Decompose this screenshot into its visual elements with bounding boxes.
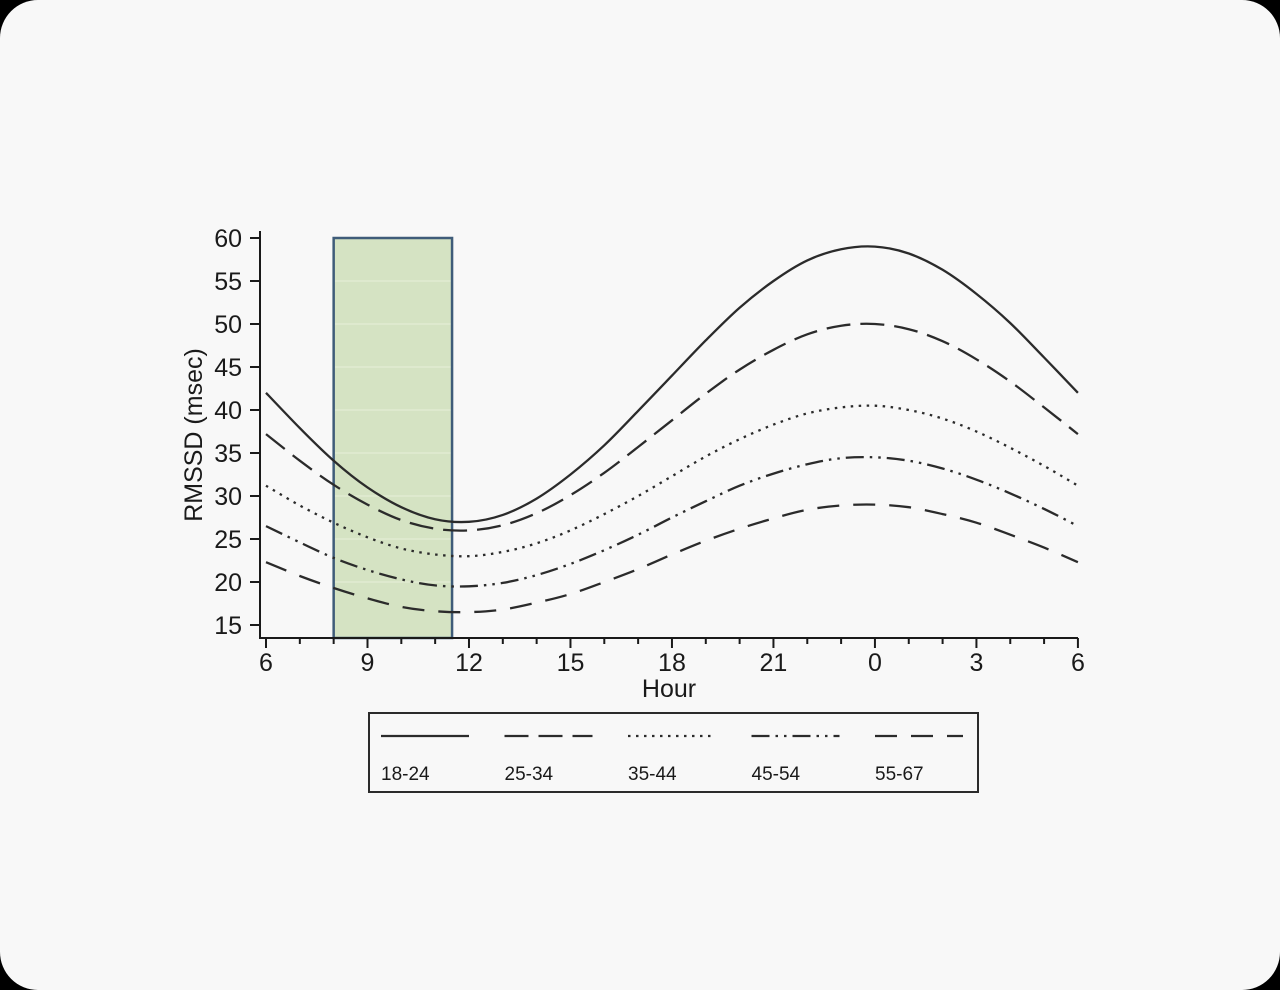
x-tick-label: 9 (361, 649, 375, 677)
x-tick-label: 18 (658, 649, 686, 677)
curve-55-67 (265, 503, 1079, 614)
y-tick-label: 30 (214, 483, 242, 511)
y-tick-label: 55 (214, 268, 242, 296)
y-tick-label: 60 (214, 225, 242, 253)
y-tick-label: 25 (214, 526, 242, 554)
legend-entry: 55-67 (875, 734, 963, 785)
x-tick-label: 3 (969, 649, 983, 677)
curve-25-34 (265, 322, 1079, 532)
axis-ticks (250, 237, 1079, 648)
x-tick-label: 12 (455, 649, 483, 677)
legend-entry: 35-44 (628, 734, 716, 785)
legend-entries: 18-24 25-34 35-44 45-54 55-67 (381, 734, 963, 785)
legend-entry: 18-24 (381, 734, 469, 785)
x-axis-title: Hour (642, 675, 696, 703)
x-tick-label: 6 (259, 649, 273, 677)
legend-label: 35-44 (628, 764, 677, 785)
shaded-region-fill (333, 238, 453, 638)
legend-label: 55-67 (875, 764, 924, 785)
curve-45-54 (265, 455, 1079, 588)
x-tick-label: 6 (1071, 649, 1085, 677)
legend: 18-24 25-34 35-44 45-54 55-67 (368, 712, 979, 793)
axis-tick-labels: 15 20 25 30 35 40 45 50 55 60 6 9 12 15 18 21 0 3 6 (214, 225, 1085, 677)
y-tick-label: 40 (214, 397, 242, 425)
legend-entry: 45-54 (751, 734, 840, 785)
legend-box (368, 712, 979, 793)
y-tick-label: 45 (214, 354, 242, 382)
legend-label: 25-34 (505, 764, 554, 785)
curve-18-24 (265, 245, 1079, 524)
legend-entry: 25-34 (504, 734, 593, 785)
y-axis-title: RMSSD (msec) (180, 348, 208, 522)
x-tick-label: 15 (557, 649, 585, 677)
x-tick-label: 0 (868, 649, 882, 677)
legend-label: 18-24 (381, 764, 430, 785)
y-tick-label: 35 (214, 440, 242, 468)
y-tick-label: 20 (214, 569, 242, 597)
legend-label: 45-54 (752, 764, 801, 785)
series-curves (265, 245, 1079, 614)
x-tick-label: 21 (760, 649, 788, 677)
y-tick-label: 15 (214, 612, 242, 640)
y-tick-label: 50 (214, 311, 242, 339)
